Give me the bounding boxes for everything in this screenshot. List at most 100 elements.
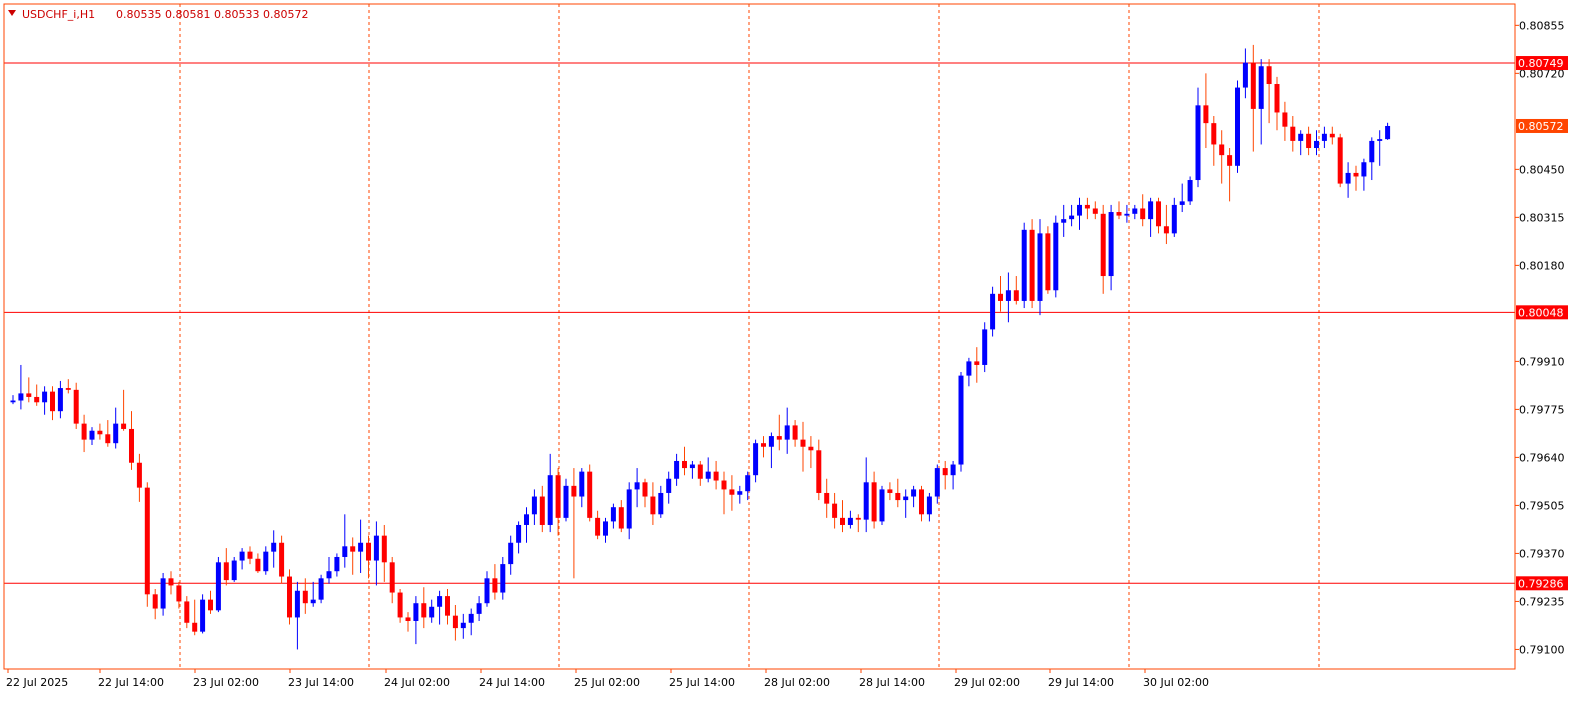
y-tick-label: 0.79775 [1519,403,1565,416]
candle [34,384,40,406]
candle [919,485,924,522]
candle-body [468,613,474,623]
candle-body [437,596,443,607]
candle [152,588,158,620]
candle-body [666,478,672,493]
candle-body [974,361,980,365]
y-tick-label: 0.80315 [1519,211,1565,224]
candle [1029,219,1035,309]
candle-body [816,450,822,493]
candle [531,489,537,525]
candle [776,414,782,451]
candle [1148,197,1154,237]
candle [610,503,616,529]
candle-body [887,489,893,493]
y-tick-label: 0.79235 [1519,595,1565,608]
candle-body [302,590,308,604]
candle [287,569,292,625]
level-price-label: 0.80749 [1518,57,1564,70]
candle-body [745,475,751,492]
candle-body [1377,139,1383,141]
candle [294,581,300,650]
candle [705,457,711,483]
candle [231,556,237,582]
candle-body [800,439,806,447]
candle [942,460,948,490]
level-price-badge [1516,56,1568,71]
candle-body [1084,204,1090,209]
candle-body [610,507,616,522]
candle [184,596,190,629]
candle-body [397,592,403,618]
candle-body [1077,204,1082,216]
candle [1250,44,1256,152]
candle [626,482,632,540]
candle [721,471,727,515]
candle [682,446,687,476]
candle-body [129,428,134,463]
candle [816,439,822,501]
candle-body [42,391,48,403]
candle [42,386,48,415]
candle-body [966,361,972,376]
candle-body [1108,212,1114,277]
candle-body [958,375,964,465]
candle-body [1337,137,1343,184]
price-axis[interactable]: 0.80855 0.80720 0.80450 0.80315 0.80180 0.799… [1515,19,1565,656]
candle [1369,137,1375,181]
symbol-title: USDCHF_i,H1 [22,8,95,21]
candle [1140,194,1146,227]
candle [824,478,830,518]
level-price-label: 0.80048 [1518,306,1564,319]
candle [761,436,766,458]
candle-body [784,425,790,440]
candle-body [445,596,450,616]
candle [373,521,379,586]
candle-body [34,396,40,403]
candle-body [516,524,522,543]
candle [1195,87,1201,188]
candle [516,521,522,554]
candle-body [729,489,735,495]
candle [334,553,340,577]
level-price-label: 0.79286 [1518,577,1564,590]
candle [966,357,972,387]
candle-body [405,617,411,621]
candle [990,286,996,337]
candle-body [871,482,877,522]
candle [563,478,569,522]
candle-body [492,578,498,593]
candle-body [1369,140,1375,163]
candle-body [326,571,332,579]
candle [452,604,458,641]
price-badges-layer: 0.80749 0.80048 0.79286 0.80572 [1516,56,1568,591]
candle [524,507,529,543]
x-tick-label: 28 Jul 14:00 [859,676,925,689]
candle-body [1329,133,1335,138]
candle [1274,76,1280,131]
candle-body [452,615,458,629]
candle [1187,176,1193,205]
candle-body [215,562,221,611]
candle [1084,197,1090,220]
candle-body [1298,133,1304,141]
candle [729,475,735,511]
candle [571,468,577,579]
candle [1235,80,1240,173]
candle [603,517,608,543]
candle-body [310,599,316,604]
candle-body [152,594,158,609]
y-tick-label: 0.79910 [1519,355,1565,368]
level-price-badge [1516,305,1568,320]
triangle-down-icon[interactable] [8,10,16,16]
candle-body [934,468,940,497]
candle-body [50,391,55,412]
candle [350,537,356,575]
y-tick-label: 0.79100 [1519,643,1565,656]
y-tick-label: 0.80180 [1519,259,1565,272]
candle [508,535,514,575]
time-axis[interactable]: 22 Jul 2025 22 Jul 14:00 23 Jul 02:00 23 Ju… [6,669,1209,689]
candle [65,379,71,394]
